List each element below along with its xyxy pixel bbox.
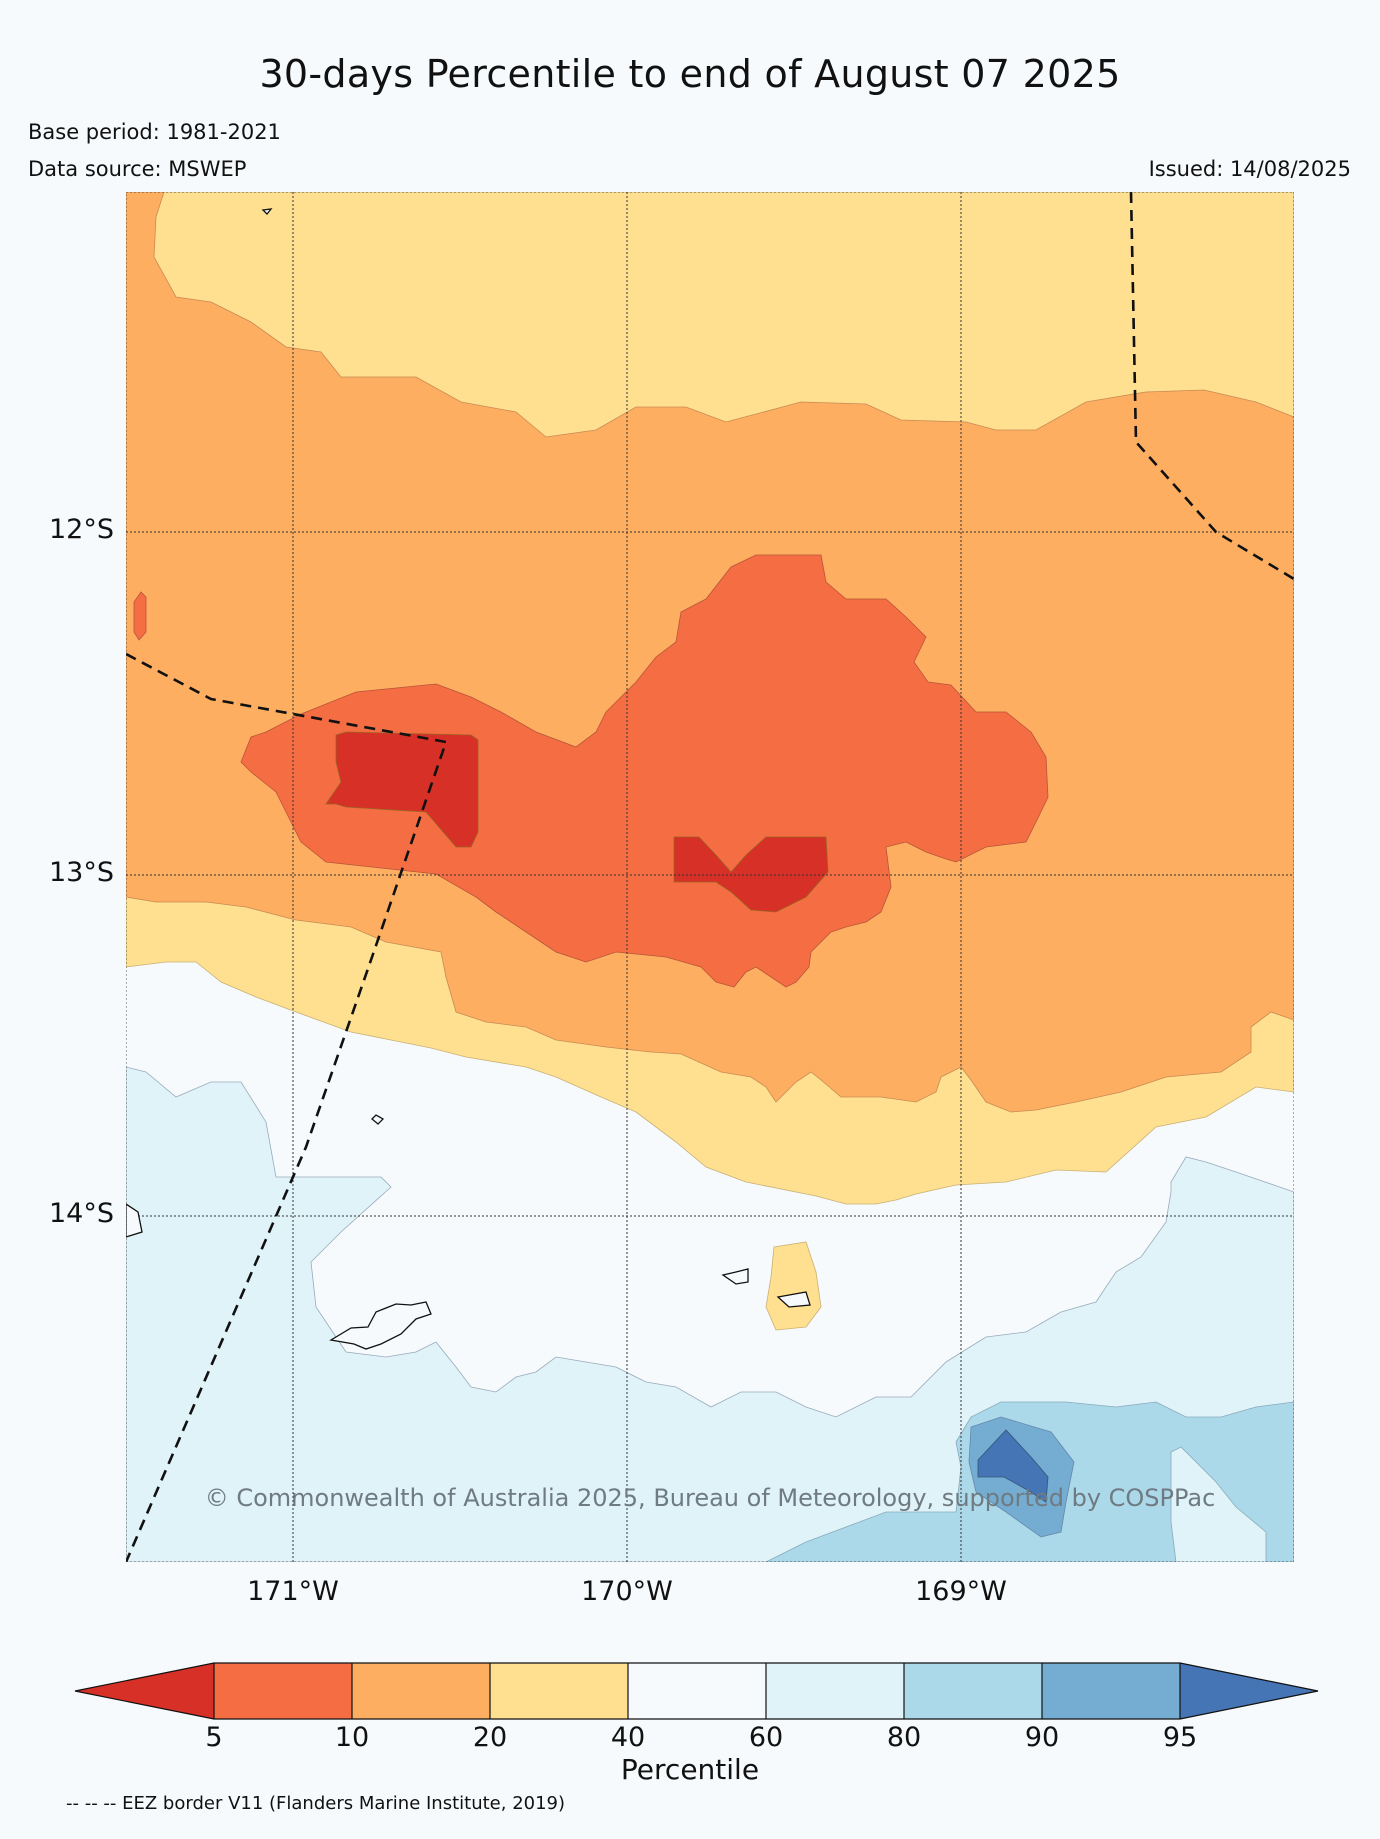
lat-tick-14s: 14°S — [49, 1198, 114, 1229]
colorbar-bin-5-10 — [214, 1663, 352, 1719]
colorbar-tick-20: 20 — [472, 1722, 508, 1753]
colorbar-tick-60: 60 — [748, 1722, 784, 1753]
copyright-notice: © Commonwealth of Australia 2025, Bureau… — [204, 1484, 1216, 1512]
map-title: 30-days Percentile to end of August 07 2… — [259, 52, 1121, 96]
eez-footnote: -- -- -- EEZ border V11 (Flanders Marine… — [66, 1793, 566, 1814]
colorbar-bin-60-80 — [766, 1663, 904, 1719]
colorbar-bin-10-20 — [352, 1663, 490, 1719]
data-source: Data source: MSWEP — [28, 157, 247, 181]
issued-date: Issued: 14/08/2025 — [1148, 157, 1351, 181]
lon-tick-169w: 169°W — [915, 1576, 1007, 1607]
colorbar-tick-90: 90 — [1024, 1722, 1060, 1753]
colorbar-title: Percentile — [620, 1753, 760, 1786]
lon-tick-170w: 170°W — [581, 1576, 673, 1607]
map-area — [126, 192, 1294, 1562]
region-below-5-west — [325, 731, 479, 848]
colorbar — [74, 1662, 1319, 1720]
colorbar-extend-low — [75, 1663, 214, 1719]
colorbar-bin-80-90 — [904, 1663, 1042, 1719]
colorbar-bin-40-60 — [628, 1663, 766, 1719]
region-above-95 — [977, 1429, 1049, 1503]
colorbar-bin-90-95 — [1042, 1663, 1180, 1719]
colorbar-extend-high — [1180, 1663, 1318, 1719]
lat-tick-13s: 13°S — [49, 857, 114, 888]
colorbar-tick-10: 10 — [334, 1722, 370, 1753]
eez-border — [126, 192, 1294, 1562]
colorbar-tick-40: 40 — [610, 1722, 646, 1753]
colorbar-tick-5: 5 — [205, 1722, 223, 1753]
lat-tick-12s: 12°S — [49, 514, 114, 545]
colorbar-bin-20-40 — [490, 1663, 628, 1719]
colorbar-tick-80: 80 — [886, 1722, 922, 1753]
islands — [126, 208, 811, 1350]
region-5-10 — [240, 554, 1049, 988]
lon-tick-171w: 171°W — [247, 1576, 339, 1607]
base-period: Base period: 1981-2021 — [28, 120, 281, 144]
colorbar-tick-95: 95 — [1162, 1722, 1198, 1753]
